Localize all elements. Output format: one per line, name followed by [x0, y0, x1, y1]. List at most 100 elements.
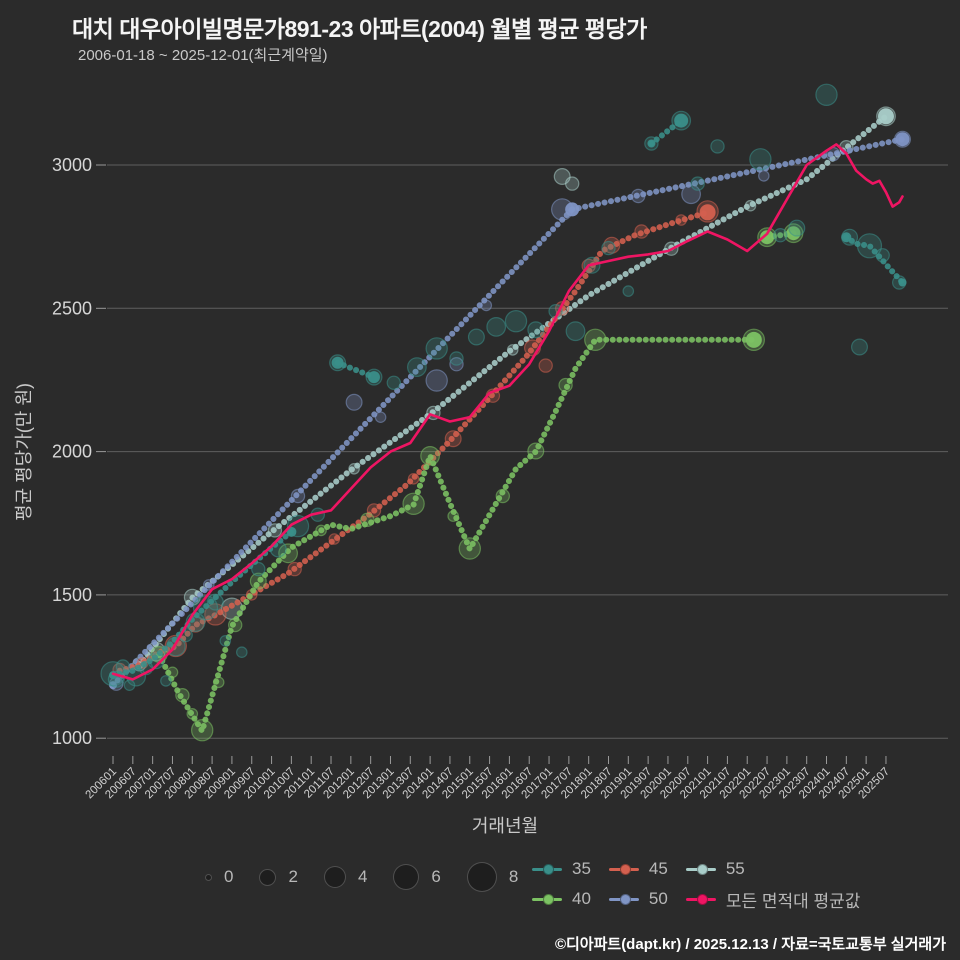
- legend-label-55: 55: [725, 859, 745, 878]
- trend-endpoint: [745, 331, 762, 348]
- scatter-point: [892, 275, 907, 290]
- scatter-point: [558, 377, 573, 393]
- scatter-point: [365, 368, 383, 386]
- scatter-point: [402, 492, 425, 515]
- source-credit: ©디아파트(dapt.kr) / 2025.12.13 / 자료=국토교통부 실…: [554, 936, 946, 953]
- size-legend-dot: [205, 873, 212, 881]
- scatter-point: [710, 139, 725, 154]
- scatter-point: [631, 188, 646, 204]
- legend-label-40: 40: [572, 889, 591, 908]
- scatter-point: [407, 357, 427, 378]
- y-tick-label: 2000: [52, 442, 92, 462]
- scatter-point: [690, 176, 705, 191]
- scatter-point: [290, 488, 306, 504]
- size-legend-item-4: 4: [323, 866, 368, 888]
- scatter-point: [212, 676, 225, 689]
- series-40: [150, 223, 804, 742]
- scatter-point: [486, 317, 507, 337]
- scatter-point: [166, 666, 179, 679]
- scatter-point: [458, 537, 481, 560]
- trend-endpoint: [367, 371, 380, 384]
- legend-item-45[interactable]: 45: [608, 859, 668, 879]
- legend-marker-avg: [685, 894, 716, 905]
- legend-marker-dot: [543, 864, 554, 875]
- trend-endpoint: [895, 132, 910, 147]
- scatter-point: [742, 328, 766, 351]
- trend-line: [843, 234, 906, 286]
- scatter-point: [495, 488, 510, 504]
- size-legend-label: 6: [431, 867, 441, 886]
- scatter-point: [249, 572, 267, 590]
- legend-item-40[interactable]: 40: [532, 889, 591, 909]
- scatter-point: [601, 240, 616, 256]
- legend-marker-dot: [619, 864, 631, 875]
- trend-endpoint: [331, 356, 344, 369]
- scatter-point: [757, 170, 770, 182]
- chart-canvas: 1000 1500 2000 2500 3000 20060120060720070120…: [14, 83, 948, 836]
- trend-endpoint: [760, 230, 775, 245]
- scatter-point: [467, 328, 485, 346]
- scatter-point: [186, 707, 199, 720]
- legend-item-avg[interactable]: 모든 면적대 평균값: [685, 887, 860, 912]
- trend-line: [110, 206, 576, 689]
- scatter-point: [206, 593, 224, 611]
- size-legend-item-0: 0: [205, 867, 233, 887]
- scatter-point: [219, 634, 232, 647]
- scatter-point: [345, 393, 363, 411]
- size-legend-label: 8: [508, 867, 519, 886]
- legend-marker-35: [532, 864, 562, 875]
- size-legend-dot: [466, 862, 497, 892]
- scatter-point: [287, 561, 302, 577]
- scatter-point: [841, 228, 859, 246]
- legend-marker-50: [608, 894, 639, 905]
- scatter-point: [506, 344, 519, 356]
- y-axis-title: 평균 평당가(만 원): [14, 383, 34, 521]
- scatter-point: [278, 543, 299, 564]
- scatter-point: [374, 411, 387, 423]
- scatter-point: [236, 646, 248, 658]
- legend-item-50[interactable]: 50: [608, 889, 668, 909]
- scatter-point: [527, 321, 545, 339]
- series-55: [132, 106, 896, 672]
- scatter-point: [348, 462, 360, 475]
- series-모든 면적대 평균값: [111, 143, 904, 681]
- page-title: 대치 대우아이빌명문가891-23 아파트(2004) 월별 평균 평당가: [72, 16, 647, 42]
- scatter-point: [551, 198, 574, 221]
- series-legend: 35 45 55 40 50 모든 면적대 평균값: [532, 854, 860, 914]
- legend-item-55[interactable]: 55: [685, 859, 861, 879]
- legend-marker-dot: [696, 864, 708, 875]
- size-legend-item-8: 8: [466, 862, 519, 892]
- size-legend-item-6: 6: [393, 864, 441, 890]
- scatter-point: [190, 719, 214, 742]
- trend-line: [116, 209, 711, 674]
- size-legend-label: 2: [288, 867, 298, 886]
- series-50: [109, 130, 911, 691]
- size-legend-label: 0: [224, 867, 234, 886]
- date-range-subtitle: 2006-01-18 ~ 2025-12-01(최근계약일): [78, 47, 328, 64]
- scatter-point: [449, 351, 464, 366]
- size-legend-dot: [393, 864, 420, 890]
- size-legend: 0 2 4 6 8: [205, 852, 544, 902]
- legend-label-35: 35: [572, 859, 591, 878]
- size-legend-label: 4: [357, 867, 368, 886]
- scatter-point: [622, 285, 635, 297]
- y-tick-label: 1500: [52, 585, 92, 605]
- legend-marker-55: [685, 864, 716, 875]
- scatter-point: [856, 233, 883, 259]
- scatter-point: [449, 357, 464, 372]
- scatter-point: [147, 652, 165, 670]
- scatter-point: [815, 83, 838, 107]
- trend-line: [334, 359, 377, 381]
- scatter-point: [420, 446, 441, 466]
- scatter-point: [876, 106, 896, 127]
- trend-endpoint: [877, 108, 894, 125]
- size-legend-dot: [259, 868, 277, 886]
- scatter-point: [634, 224, 649, 239]
- scatter-point: [115, 659, 131, 674]
- scatter-point: [386, 375, 401, 390]
- legend-item-35[interactable]: 35: [532, 859, 591, 879]
- legend-label-45: 45: [648, 859, 668, 878]
- scatter-point: [504, 310, 528, 333]
- scatter-point: [773, 227, 788, 243]
